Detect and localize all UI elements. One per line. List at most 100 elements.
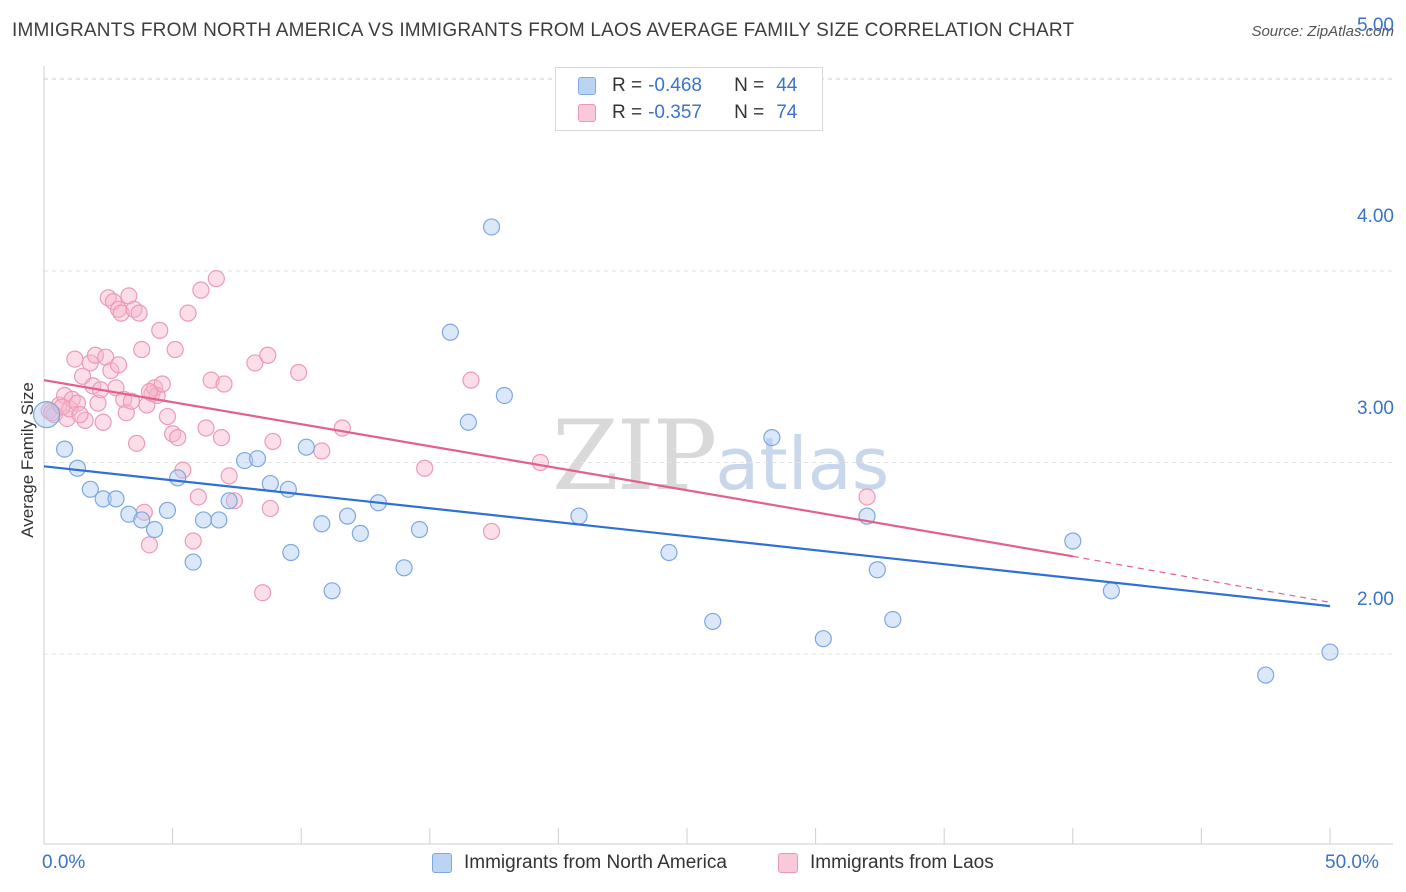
point-laos [179, 304, 197, 322]
legend-n-label: N = [734, 75, 765, 96]
legend: R = -0.468 N = 44 R = -0.357 N = 74 [555, 67, 823, 131]
point-laos [207, 270, 225, 288]
series-north-america-points [32, 218, 1339, 684]
point-laos [416, 459, 434, 477]
point-laos [94, 413, 112, 431]
point-laos [140, 383, 159, 401]
x-tick-label-min: 0.0% [42, 852, 86, 873]
point-north-america [194, 511, 213, 529]
source-label: Source: ZipAtlas.com [1251, 23, 1394, 40]
series-laos-points [40, 270, 876, 602]
point-laos [71, 406, 89, 424]
legend-n-value: 74 [776, 102, 798, 123]
point-north-america [279, 480, 297, 498]
y-tick-label: 5.00 [1357, 14, 1394, 36]
point-laos [169, 429, 187, 447]
point-laos [130, 304, 148, 322]
bottom-legend-label: Immigrants from North America [464, 852, 727, 873]
point-north-america [184, 553, 202, 571]
point-laos [531, 453, 549, 472]
point-laos [127, 434, 146, 452]
point-laos [462, 371, 480, 389]
point-laos [264, 432, 282, 451]
legend-n-label: N = [734, 102, 765, 123]
point-north-america [145, 520, 164, 539]
trend-line-laos [43, 379, 1073, 558]
watermark-zip: ZIP [552, 400, 717, 512]
point-laos [254, 584, 272, 602]
point-north-america [313, 515, 331, 533]
legend-r-label: R = [612, 102, 643, 123]
legend-r-label: R = [612, 75, 643, 96]
trend-line-north-america [43, 465, 1331, 608]
point-north-america [282, 543, 300, 562]
point-north-america [323, 582, 341, 600]
point-north-america [133, 511, 151, 529]
point-laos [112, 304, 130, 322]
point-laos [158, 407, 177, 426]
point-north-america [482, 218, 501, 236]
bottom-legend-item-north-america: Immigrants from North America [432, 852, 727, 874]
point-north-america [81, 480, 99, 498]
point-north-america [660, 543, 678, 562]
point-north-america [338, 507, 357, 525]
point-north-america [704, 612, 722, 631]
point-north-america [395, 559, 413, 577]
point-north-america [158, 501, 177, 519]
point-laos [225, 492, 243, 510]
point-north-america [55, 440, 74, 458]
point-north-america [814, 630, 832, 648]
y-tick-label: 2.00 [1357, 589, 1394, 610]
point-laos [261, 499, 279, 518]
watermark: ZIPatlas [552, 400, 889, 512]
point-laos [290, 363, 308, 382]
point-north-america [236, 451, 254, 470]
bottom-legend-item-laos: Immigrants from Laos [778, 852, 994, 874]
point-laos [66, 350, 84, 368]
point-laos [89, 394, 107, 412]
point-north-america [1321, 643, 1339, 661]
point-north-america [248, 450, 267, 468]
point-north-america [495, 386, 513, 405]
point-laos [333, 419, 351, 437]
bottom-legend-swatch-laos [778, 853, 798, 873]
point-north-america [220, 492, 238, 510]
point-north-america [32, 401, 61, 429]
point-laos [858, 488, 876, 506]
point-laos [259, 346, 277, 364]
point-laos [313, 442, 331, 460]
point-north-america [1257, 666, 1275, 684]
point-north-america [763, 429, 781, 447]
point-laos [202, 371, 220, 389]
legend-r-value: -0.468 [648, 75, 702, 96]
point-laos [153, 375, 171, 393]
point-north-america [351, 524, 369, 542]
legend-r-value: -0.357 [648, 102, 702, 123]
point-north-america [169, 469, 187, 487]
bottom-legend-label: Immigrants from Laos [810, 852, 994, 873]
point-laos [215, 375, 233, 393]
bottom-legend: Immigrants from North America Immigrants… [0, 852, 1406, 878]
point-north-america [868, 561, 886, 579]
legend-swatch-laos [578, 104, 596, 122]
x-tick-label-max: 50.0% [1325, 852, 1379, 873]
point-north-america [1102, 582, 1120, 600]
point-north-america [441, 323, 459, 341]
point-north-america [570, 507, 588, 525]
point-north-america [297, 438, 315, 456]
point-north-america [94, 490, 112, 508]
legend-row-north-america: R = -0.468 N = 44 [578, 74, 797, 98]
trend-lines [43, 379, 1331, 608]
legend-swatch-north-america [578, 77, 596, 95]
legend-n-value: 44 [776, 75, 798, 96]
point-laos [184, 532, 202, 550]
point-laos [482, 522, 501, 541]
legend-row-laos: R = -0.357 N = 74 [578, 101, 797, 125]
gridlines [44, 77, 1393, 655]
point-laos [246, 354, 264, 372]
point-laos [189, 488, 207, 506]
bottom-legend-swatch-north-america [432, 853, 452, 873]
point-north-america [1064, 532, 1082, 550]
point-north-america [410, 520, 429, 539]
